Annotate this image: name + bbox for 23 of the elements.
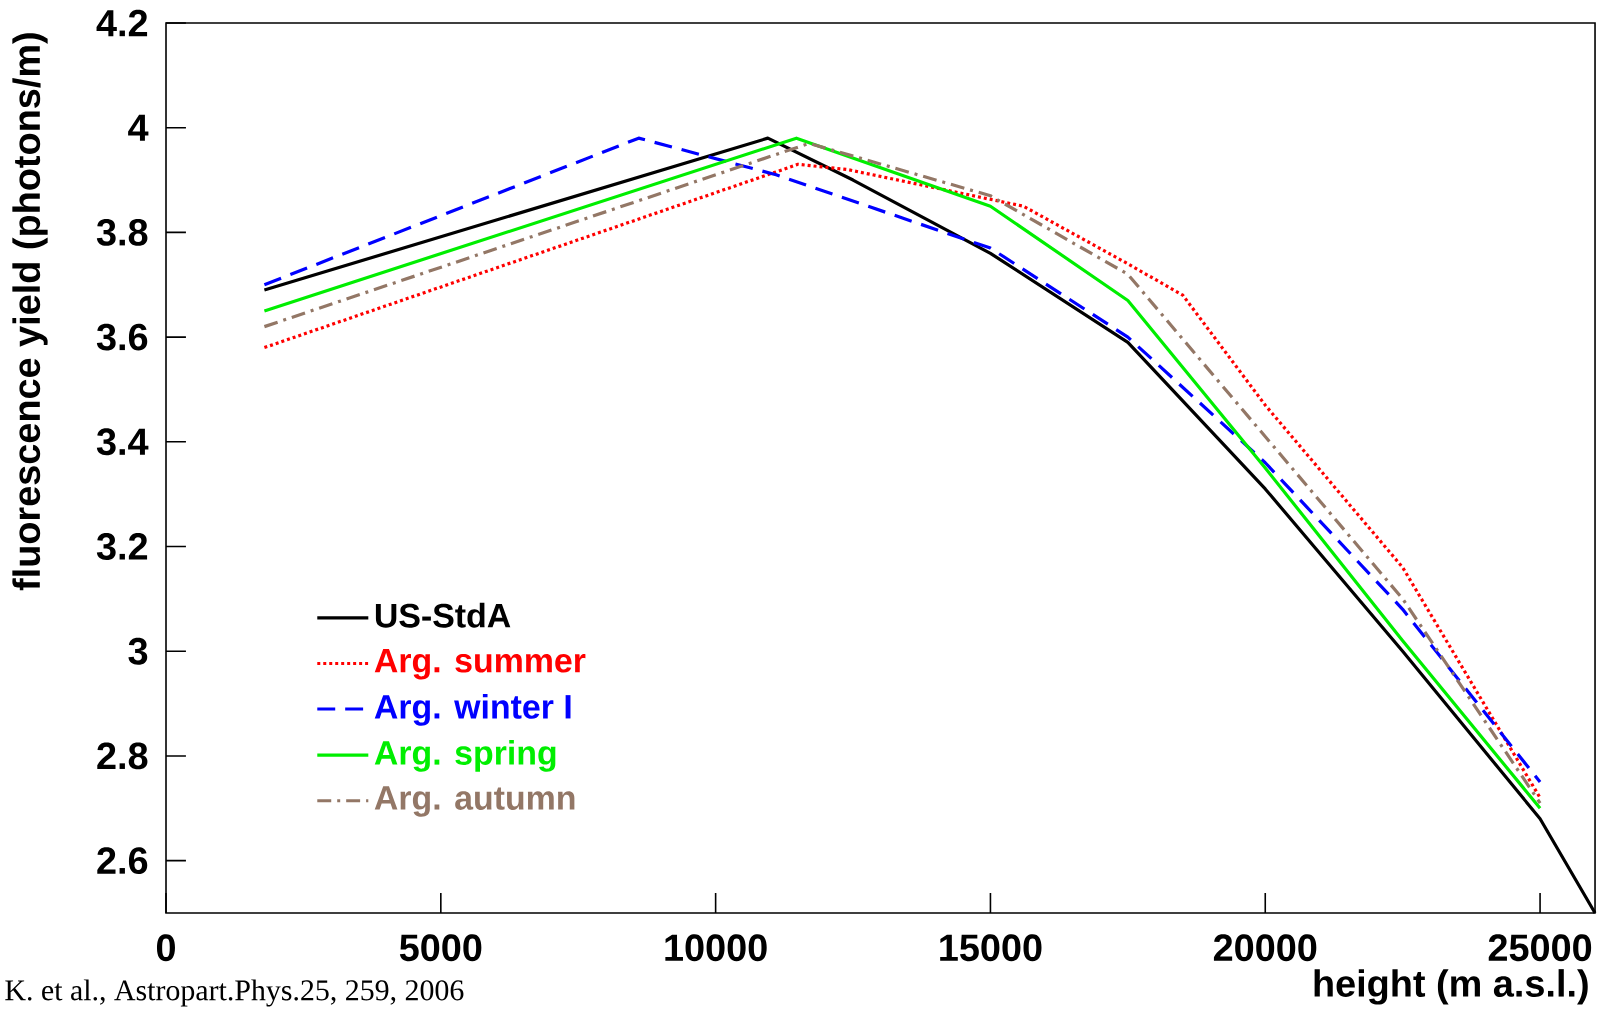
x-tick-label: 5000	[399, 934, 482, 962]
legend-label: Arg. winter I	[374, 693, 571, 726]
y-tick-label: 3.8	[96, 218, 148, 246]
x-tick-label: 10000	[665, 934, 767, 962]
y-axis-title: fluorescence yield (photons/m)	[12, 33, 48, 591]
legend-label: US-StdA	[375, 602, 511, 628]
y-tick-label: 3.2	[96, 533, 148, 560]
legend-label: Arg. spring	[374, 740, 556, 772]
legend-label: Arg. summer	[374, 648, 586, 680]
y-tick-label: 3	[128, 637, 148, 665]
y-tick-label: 3.4	[96, 428, 149, 456]
y-tick-label: 2.6	[97, 847, 148, 875]
legend-label: Arg. autumn	[374, 786, 575, 817]
x-tick-label: 20000	[1213, 934, 1317, 962]
y-tick-label: 4.2	[96, 9, 148, 37]
y-tick-label: 4	[128, 114, 149, 141]
y-tick-label: 3.6	[96, 323, 148, 351]
text: K. et al., Astropart.Phys.25, 259, 2006	[5, 979, 464, 1007]
x-axis-title: height (m a.s.l.)	[1314, 969, 1588, 1005]
x-tick-label: 15000	[940, 934, 1042, 962]
y-tick-label: 2.8	[97, 742, 148, 770]
x-tick-label: 0	[156, 934, 175, 962]
x-tick-label: 25000	[1488, 934, 1592, 962]
